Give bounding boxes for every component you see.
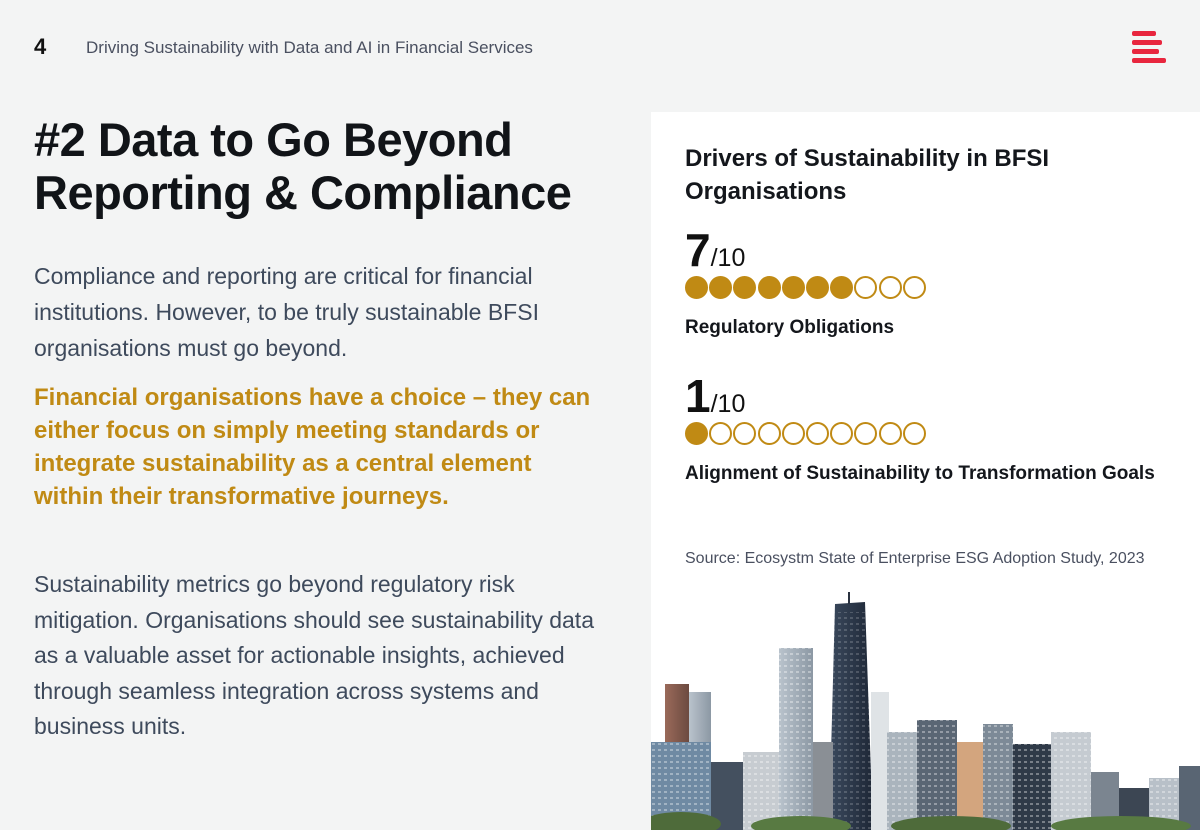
rating-dot-empty [805,422,829,445]
page-number: 4 [34,34,47,59]
rating-dot-empty [854,422,878,445]
rating-dot-empty [709,422,733,445]
rating-dots [685,422,1155,445]
rating-dot-filled [685,422,708,445]
rating-dot-empty [830,422,854,445]
rating-dot-empty [878,422,902,445]
intro-paragraph: Compliance and reporting are critical fo… [34,263,539,361]
score-denominator: /10 [710,390,746,418]
rating-dot-filled [805,276,829,299]
source-note: Source: Ecosystm State of Enterprise ESG… [685,550,1145,567]
ecosystm-logo-icon [1132,31,1166,65]
closing-paragraph: Sustainability metrics go beyond regulat… [34,571,594,739]
score-value: 7 [685,224,711,276]
rating-dot-filled [830,276,854,299]
rating-dot-empty [902,422,926,445]
rating-dot-filled [781,276,805,299]
stat-alignment-transformation: 1/10 Alignment of Sustainability to Tran… [685,372,1155,487]
stat-regulatory-obligations: 7/10 Regulatory Obligations [685,226,1155,341]
stat-label: Alignment of Sustainability to Transform… [685,463,1155,484]
stat-score: 7/10 [685,226,1155,274]
rating-dot-empty [878,276,902,299]
section-title: #2 Data to Go Beyond Reporting & Complia… [34,113,624,219]
drivers-panel: Drivers of Sustainability in BFSI Organi… [651,112,1200,830]
rating-dot-empty [781,422,805,445]
rating-dots [685,276,1155,299]
rating-dot-filled [709,276,733,299]
section-title-line-1: #2 Data to Go Beyond [34,113,513,166]
highlight-paragraph: Financial organisations have a choice – … [34,384,591,510]
section-title-line-2: Reporting & Compliance [34,166,572,219]
rating-dot-empty [757,422,781,445]
rating-dot-filled [733,276,757,299]
score-value: 1 [685,370,711,422]
city-skyline-image [651,592,1200,830]
stat-label: Regulatory Obligations [685,317,895,338]
rating-dot-filled [685,276,708,299]
stat-score: 1/10 [685,372,1155,420]
rating-dot-empty [902,276,926,299]
rating-dot-empty [854,276,878,299]
panel-title: Drivers of Sustainability in BFSI Organi… [685,145,1050,205]
running-header: Driving Sustainability with Data and AI … [86,38,533,57]
rating-dot-empty [733,422,757,445]
score-denominator: /10 [710,244,746,272]
rating-dot-filled [757,276,781,299]
